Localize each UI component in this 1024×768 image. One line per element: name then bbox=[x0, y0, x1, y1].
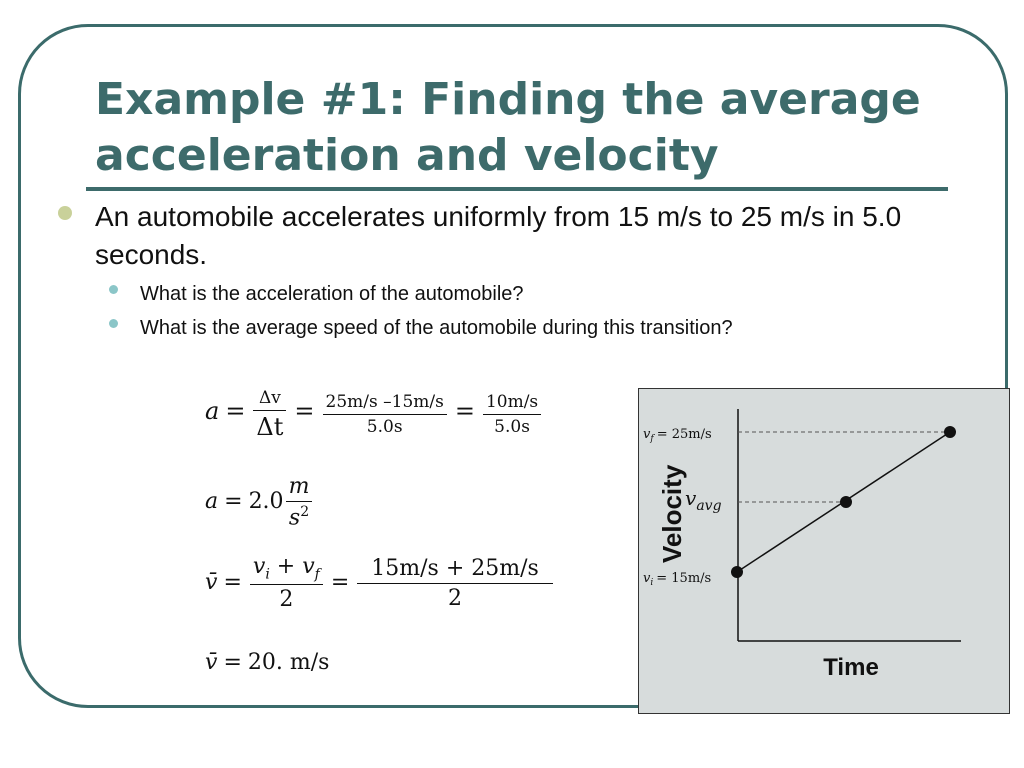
eq1-den2: 5.0s bbox=[366, 417, 403, 437]
data-point-v-f bbox=[944, 426, 956, 438]
eq2-value: 2.0 bbox=[248, 489, 284, 515]
eq2-unit-den: s bbox=[288, 505, 301, 531]
equation-acceleration-result: a = 2.0 m s2 bbox=[205, 474, 314, 530]
eq3-vf: v bbox=[302, 554, 315, 579]
x-axis-label: Time bbox=[823, 654, 879, 681]
eq1-num2: 25m/s –15m/s bbox=[322, 392, 447, 415]
sub-bullet-dot bbox=[109, 285, 118, 294]
y-axis-label: Velocity bbox=[657, 464, 687, 563]
eq2-unit-num: m bbox=[288, 474, 310, 499]
equation-acceleration-definition: a = Δv Δt = 25m/s –15m/s 5.0s = 10m/s 5.0s bbox=[205, 388, 543, 441]
question-acceleration: What is the acceleration of the automobi… bbox=[140, 283, 524, 305]
eq2-unit-exp: 2 bbox=[300, 504, 310, 520]
eq1-num1: Δv bbox=[253, 388, 287, 411]
equation-average-velocity: v̄ = vi + vf 2 = 15m/s + 25m/s 2 bbox=[205, 554, 555, 612]
eq4-lhs: v̄ bbox=[205, 650, 218, 675]
data-point-v-avg bbox=[840, 496, 852, 508]
question-average-speed: What is the average speed of the automob… bbox=[140, 317, 733, 339]
problem-statement: An automobile accelerates uniformly from… bbox=[95, 201, 902, 270]
eq3-num2: 15m/s + 25m/s bbox=[357, 556, 553, 584]
velocity-time-graph: Velocity Time vf = 25m/s vavg vi = 15m/s bbox=[638, 388, 1010, 714]
vavg-annotation: vavg bbox=[685, 486, 722, 514]
eq3-vi-sub: i bbox=[265, 566, 270, 583]
bullet-dot bbox=[58, 206, 72, 220]
eq1-den3: 5.0s bbox=[494, 417, 530, 437]
equation-average-velocity-result: v̄ = 20. m/s bbox=[205, 650, 330, 675]
vf-annotation: vf = 25m/s bbox=[643, 427, 712, 444]
slide-frame bbox=[18, 24, 1008, 708]
eq3-vi: v bbox=[252, 554, 266, 579]
eq3-vf-sub: f bbox=[314, 566, 320, 583]
data-point-v-i bbox=[731, 566, 743, 578]
slide-title: Example #1: Finding the average accelera… bbox=[95, 74, 921, 181]
eq1-lhs: a bbox=[205, 397, 220, 425]
data-points bbox=[731, 426, 956, 578]
title-divider bbox=[86, 187, 948, 191]
eq1-num3: 10m/s bbox=[482, 392, 542, 415]
eq3-lhs: v̄ bbox=[205, 570, 218, 596]
eq2-lhs: a bbox=[205, 489, 219, 515]
eq4-rhs: 20. m/s bbox=[247, 650, 330, 675]
eq1-den1: Δt bbox=[256, 413, 284, 441]
eq3-den1: 2 bbox=[279, 587, 294, 613]
graph-svg: Velocity Time vf = 25m/s vavg vi = 15m/s bbox=[643, 409, 961, 681]
eq3-den2: 2 bbox=[448, 585, 463, 611]
sub-bullet-dot bbox=[109, 319, 118, 328]
vi-annotation: vi = 15m/s bbox=[643, 571, 711, 588]
